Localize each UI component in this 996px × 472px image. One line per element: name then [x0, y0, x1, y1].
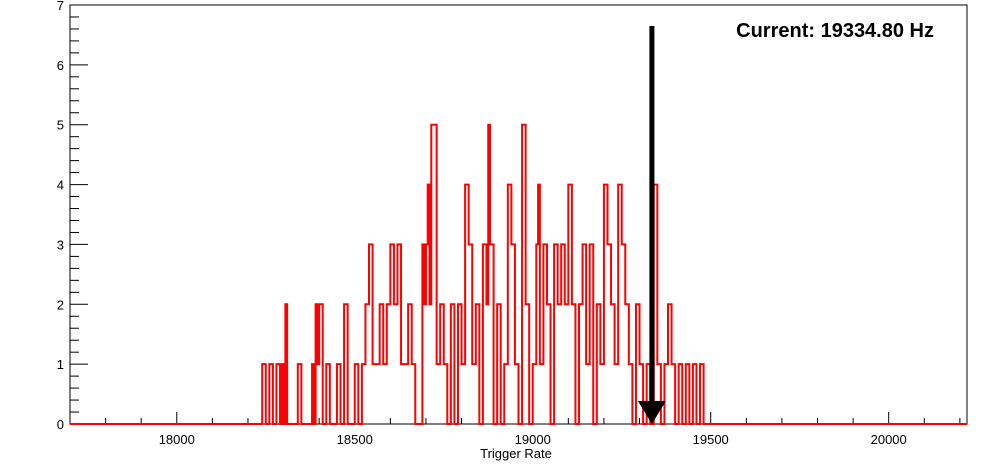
- y-axis: 0 1 2 3 4 5 6 7: [57, 0, 88, 432]
- y-tick-label: 2: [57, 297, 64, 312]
- plot-frame: [69, 4, 968, 425]
- y-tick-label: 6: [57, 58, 64, 73]
- x-tick-label: 19500: [693, 432, 729, 447]
- y-tick-label: 3: [57, 237, 64, 252]
- y-tick-label: 0: [57, 417, 64, 432]
- arrow-head: [637, 401, 666, 424]
- x-axis-label: Trigger Rate: [480, 446, 552, 461]
- histogram-series-line: [70, 123, 967, 425]
- y-tick-label: 5: [57, 118, 64, 133]
- current-rate-arrow: [637, 26, 666, 424]
- y-tick-label: 7: [57, 0, 64, 13]
- x-tick-label: 18500: [337, 432, 373, 447]
- current-rate-annotation: Current: 19334.80 Hz: [736, 20, 934, 42]
- x-tick-label: 20000: [871, 432, 907, 447]
- x-tick-label: 18000: [159, 432, 195, 447]
- y-tick-label: 1: [57, 357, 64, 372]
- y-tick-label: 4: [57, 178, 64, 193]
- x-tick-label: 19000: [515, 432, 551, 447]
